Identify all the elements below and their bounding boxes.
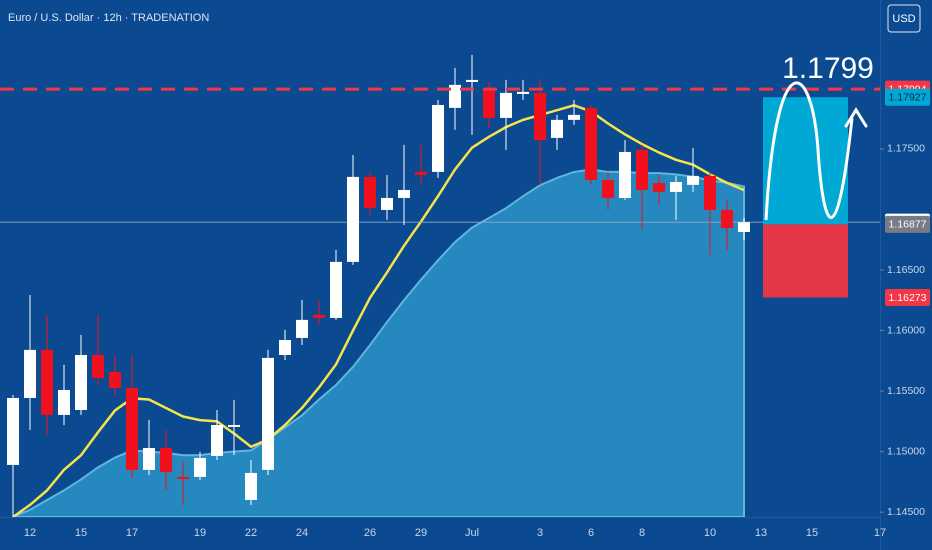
loss-zone: [763, 224, 848, 298]
candle-body: [245, 472, 257, 500]
candle-body: [262, 357, 274, 470]
candle-body: [126, 387, 138, 470]
price-label-bg: [885, 88, 930, 106]
price-axis: 1.17500 1.16500 1.16000 1.15500 1.15000 1.145…: [880, 80, 930, 518]
price-label-bg: [885, 288, 930, 306]
candle-body: [177, 476, 189, 479]
candle-body: [568, 114, 580, 120]
candle-body: [483, 87, 495, 118]
overlay: [0, 87, 880, 298]
candle-body: [109, 371, 121, 388]
y-tick-label: 1.17500: [887, 143, 925, 155]
candle-body: [670, 181, 682, 192]
candle-body: [160, 447, 172, 472]
x-tick-label: 29: [415, 527, 427, 539]
candle-body: [534, 92, 546, 140]
candle-body: [41, 349, 53, 415]
x-tick-label: 17: [874, 527, 886, 539]
plot-area: [0, 54, 880, 519]
candle-body: [636, 149, 648, 190]
currency-label[interactable]: USD: [892, 13, 915, 25]
candle-body: [449, 84, 461, 108]
candle-body: [466, 79, 478, 82]
projection-arrow: [844, 107, 868, 128]
candle-body: [364, 176, 376, 208]
x-tick-label: 22: [245, 527, 257, 539]
x-tick-label: 15: [806, 527, 818, 539]
candle-body: [721, 209, 733, 228]
candle-body: [92, 354, 104, 379]
x-tick-label: 26: [364, 527, 376, 539]
ma-area: [12, 168, 745, 518]
x-tick-label: 24: [296, 527, 308, 539]
candle-body: [58, 389, 70, 415]
x-tick-label: 13: [755, 527, 767, 539]
x-tick-label: 19: [194, 527, 206, 539]
y-tick-label: 1.15000: [887, 445, 925, 457]
x-tick-label: Jul: [465, 527, 479, 539]
candle-body: [228, 424, 240, 427]
currency-button[interactable]: [887, 4, 921, 33]
candle-body: [211, 424, 223, 456]
chart-title: Euro / U.S. Dollar · 12h · TRADENATION: [8, 12, 209, 24]
y-tick-label: 1.15500: [887, 385, 925, 397]
candle-body: [415, 171, 427, 175]
price-label: 1.16273: [889, 292, 927, 304]
y-tick-label: 1.16000: [887, 324, 925, 336]
candle-body: [194, 457, 206, 477]
x-tick-label: 3: [537, 527, 543, 539]
candle-body: [653, 182, 665, 192]
candle-body: [75, 354, 87, 410]
price-label-bg: [885, 215, 930, 233]
target-annotation: 1.1799: [782, 52, 874, 85]
candle-body: [551, 119, 563, 138]
candle-body: [687, 175, 699, 185]
candle-body: [517, 91, 529, 94]
x-tick-label: 12: [24, 527, 36, 539]
candle-body: [143, 447, 155, 470]
x-tick-label: 17: [126, 527, 138, 539]
candle-body: [602, 179, 614, 198]
candle-body: [738, 222, 750, 232]
candle-body: [24, 349, 36, 398]
candle-body: [398, 189, 410, 198]
candle-body: [279, 339, 291, 355]
candle-body: [7, 397, 19, 465]
x-tick-label: 6: [588, 527, 594, 539]
y-tick-label: 1.16500: [887, 264, 925, 276]
candle-body: [585, 107, 597, 180]
x-tick-label: 15: [75, 527, 87, 539]
candle-body: [381, 197, 393, 210]
candle-body: [500, 92, 512, 118]
y-tick-label: 1.14500: [887, 506, 925, 518]
candle-body: [704, 175, 716, 210]
candle-body: [432, 104, 444, 172]
price-label: 1.16877: [889, 219, 927, 231]
profit-zone: [763, 97, 848, 225]
candle-body: [619, 151, 631, 198]
candle-body: [330, 261, 342, 318]
x-tick-label: 8: [639, 527, 645, 539]
candle-body: [296, 319, 308, 338]
price-label: 1.17927: [889, 92, 927, 104]
candle-body: [313, 314, 325, 318]
candle-body: [347, 176, 359, 262]
x-tick-label: 10: [704, 527, 716, 539]
projection-curve: [764, 81, 854, 221]
